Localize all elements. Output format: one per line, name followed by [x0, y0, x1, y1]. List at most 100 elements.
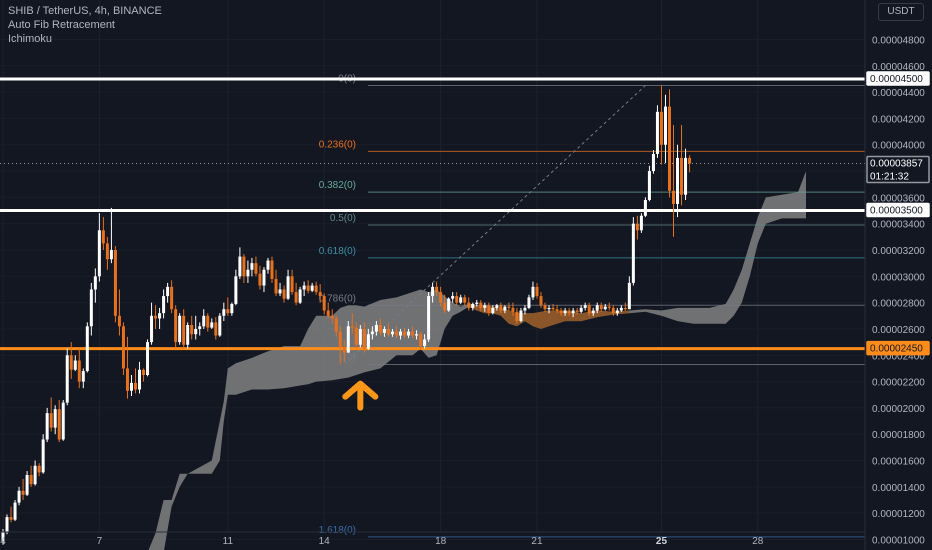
- candle-body: [676, 157, 680, 204]
- indicator-auto-fib[interactable]: Auto Fib Retracement: [8, 19, 115, 31]
- candle: [282, 285, 286, 303]
- candle-body: [97, 230, 101, 277]
- candle: [286, 269, 290, 300]
- candle-body: [471, 303, 475, 308]
- candle-body: [415, 334, 419, 336]
- price-tag-resistance-upper-box[interactable]: [866, 71, 930, 86]
- candle-body: [33, 465, 37, 485]
- candle-body: [25, 475, 29, 495]
- candle-body: [238, 256, 242, 277]
- candle-body: [61, 402, 65, 440]
- candle-body: [463, 297, 467, 303]
- candle: [663, 94, 667, 164]
- candle-body: [250, 263, 254, 270]
- candle: [101, 217, 105, 250]
- candle: [17, 486, 21, 506]
- candle: [543, 302, 547, 312]
- candle: [125, 336, 129, 399]
- candle-body: [222, 309, 226, 316]
- candle: [539, 292, 543, 308]
- price-tag-resistance-lower-box[interactable]: [866, 202, 930, 218]
- candle: [523, 305, 527, 315]
- candle-body: [262, 269, 266, 286]
- candle: [93, 268, 97, 303]
- candle: [109, 207, 113, 264]
- candle-body: [407, 331, 411, 336]
- candle-body: [254, 263, 258, 274]
- candle: [166, 282, 170, 303]
- indicator-ichimoku[interactable]: Ichimoku: [8, 33, 53, 45]
- candle: [390, 328, 394, 337]
- candle-body: [162, 296, 166, 314]
- candle-body: [306, 285, 310, 291]
- candle: [551, 303, 555, 311]
- candle-body: [515, 311, 519, 322]
- candle-body: [21, 490, 25, 495]
- candle-body: [298, 289, 302, 303]
- price-tick-label: 0.00001400: [872, 483, 925, 494]
- time-tick-label: 14: [319, 536, 331, 547]
- candle-body: [138, 369, 142, 390]
- candle: [330, 309, 334, 324]
- candle-body: [447, 298, 451, 311]
- candle: [354, 322, 358, 349]
- currency-badge[interactable]: USDT: [878, 3, 924, 21]
- candle: [254, 256, 258, 277]
- candle-body: [17, 490, 21, 503]
- candle: [475, 300, 479, 307]
- price-tick-label: 0.00004800: [872, 35, 925, 46]
- price-tag-current-box[interactable]: [866, 155, 930, 184]
- candle-body: [69, 355, 73, 370]
- candle-body: [439, 292, 443, 303]
- candle-body: [338, 331, 342, 348]
- candle-body: [214, 322, 218, 336]
- candle-body: [419, 334, 423, 347]
- candle: [186, 322, 190, 349]
- candle-body: [455, 296, 459, 303]
- candle: [61, 400, 65, 441]
- candle: [346, 321, 350, 353]
- time-tick-label: 4: [0, 536, 6, 547]
- time-tick-label: 7: [97, 536, 103, 547]
- candle: [583, 302, 587, 311]
- candle: [627, 276, 631, 310]
- candle-body: [475, 302, 479, 304]
- candle: [672, 125, 676, 237]
- candle-body: [133, 382, 137, 390]
- candle: [655, 105, 659, 158]
- candle-body: [431, 286, 435, 297]
- candle: [338, 326, 342, 365]
- candle-body: [607, 306, 611, 308]
- candle-body: [663, 106, 667, 145]
- candle-body: [129, 382, 133, 391]
- candle: [170, 280, 174, 314]
- candle-body: [595, 305, 599, 311]
- candle: [607, 302, 611, 311]
- candle: [262, 267, 266, 293]
- candle-body: [672, 190, 676, 204]
- price-tick-label: 0.00001200: [872, 509, 925, 520]
- candle: [491, 305, 495, 315]
- candle-body: [166, 286, 170, 297]
- candle: [688, 155, 692, 173]
- candle: [246, 260, 250, 283]
- candle-body: [398, 331, 402, 336]
- candle-body: [81, 371, 85, 382]
- candle: [298, 286, 302, 304]
- candle: [595, 302, 599, 314]
- symbol-title[interactable]: SHIB / TetherUS, 4h, BINANCE: [8, 5, 162, 17]
- candle-body: [519, 310, 523, 322]
- candle: [447, 297, 451, 312]
- candle: [423, 334, 427, 349]
- price-tag-support-box[interactable]: [866, 340, 930, 356]
- candle: [471, 302, 475, 311]
- candle-body: [322, 296, 326, 311]
- candle-body: [499, 305, 503, 311]
- fib-trend-line: [343, 85, 646, 365]
- price-tick-label: 0.00002600: [872, 325, 925, 336]
- candle-body: [659, 111, 663, 145]
- candle-body: [37, 465, 41, 473]
- candle-body: [1, 531, 5, 541]
- candle: [206, 313, 210, 332]
